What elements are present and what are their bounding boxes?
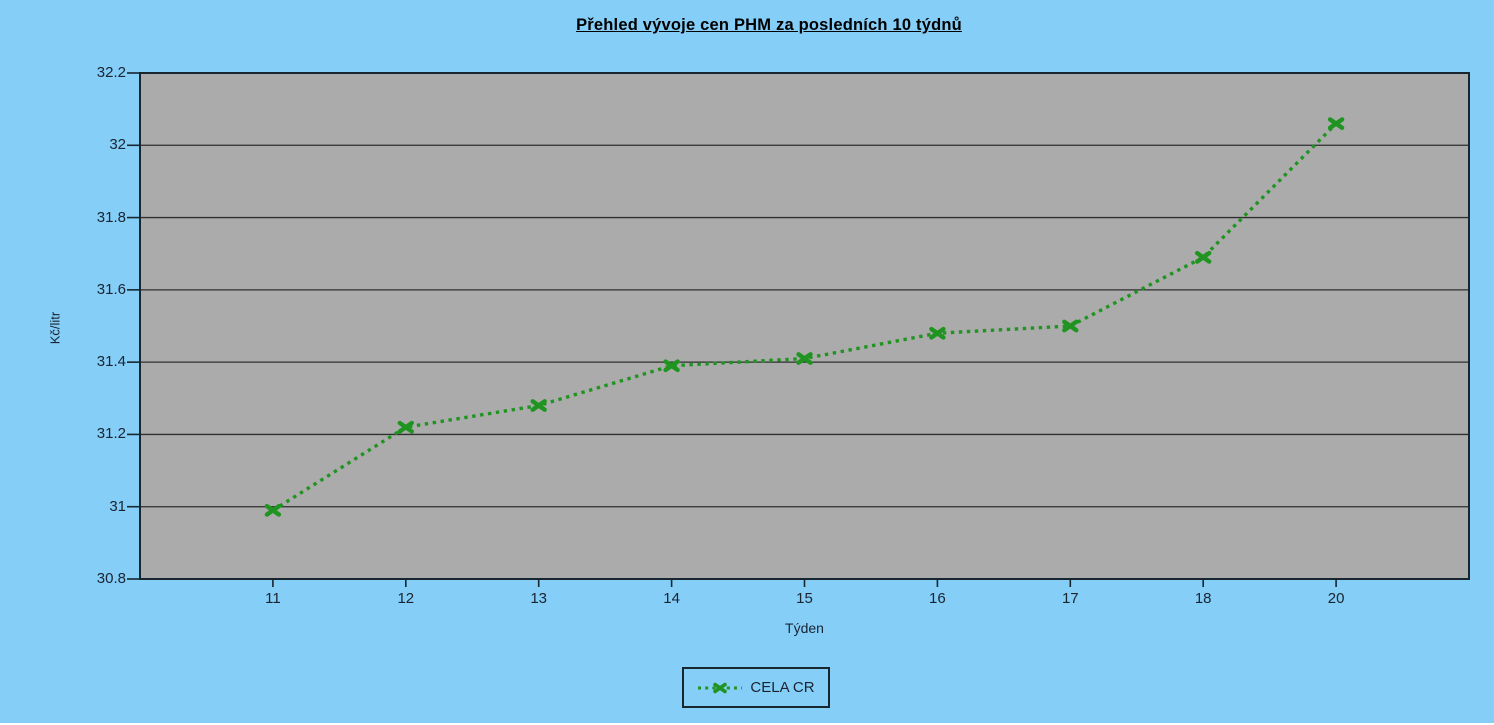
y-axis-title: Kč/litr — [47, 311, 63, 345]
y-tick-label: 31.2 — [96, 425, 126, 443]
page-bottom-edge — [0, 723, 1494, 725]
data-point-marker — [1327, 117, 1345, 130]
y-tick-label: 31.6 — [96, 280, 126, 298]
data-point-marker — [1195, 250, 1212, 264]
x-axis-title: Týden — [785, 620, 824, 636]
data-point-marker — [530, 399, 547, 412]
chart-title: Přehled vývoje cen PHM za posledních 10 … — [576, 16, 962, 34]
x-tick-label: 20 — [1327, 590, 1345, 607]
y-tick-label: 31.4 — [96, 353, 126, 371]
y-tick-label: 32 — [109, 136, 126, 154]
legend-series-label: CELA CR — [750, 679, 815, 696]
legend-series-marker-icon — [698, 682, 743, 693]
data-point-marker — [1062, 319, 1079, 333]
y-tick-label: 31.8 — [96, 208, 126, 226]
data-point-marker — [264, 503, 282, 517]
x-tick-label: 11 — [265, 590, 281, 607]
data-point-marker — [929, 326, 946, 340]
x-tick-label: 14 — [663, 590, 680, 607]
data-point-marker — [397, 420, 414, 434]
x-tick-label: 16 — [929, 590, 946, 607]
plot-area — [140, 73, 1469, 579]
x-tick-label: 18 — [1194, 590, 1212, 607]
x-tick-label: 13 — [530, 590, 548, 607]
legend-x-marker — [713, 682, 728, 693]
x-tick-label: 17 — [1061, 590, 1079, 607]
data-point-marker — [796, 352, 813, 365]
y-tick-label: 31 — [109, 497, 126, 515]
x-tick-label: 15 — [796, 590, 813, 607]
y-tick-label: 32.2 — [96, 64, 126, 81]
x-tick-label: 12 — [397, 590, 415, 607]
y-tick-label: 30.8 — [96, 570, 126, 587]
data-point-marker — [663, 359, 680, 373]
legend-box: CELA CR — [682, 667, 830, 708]
